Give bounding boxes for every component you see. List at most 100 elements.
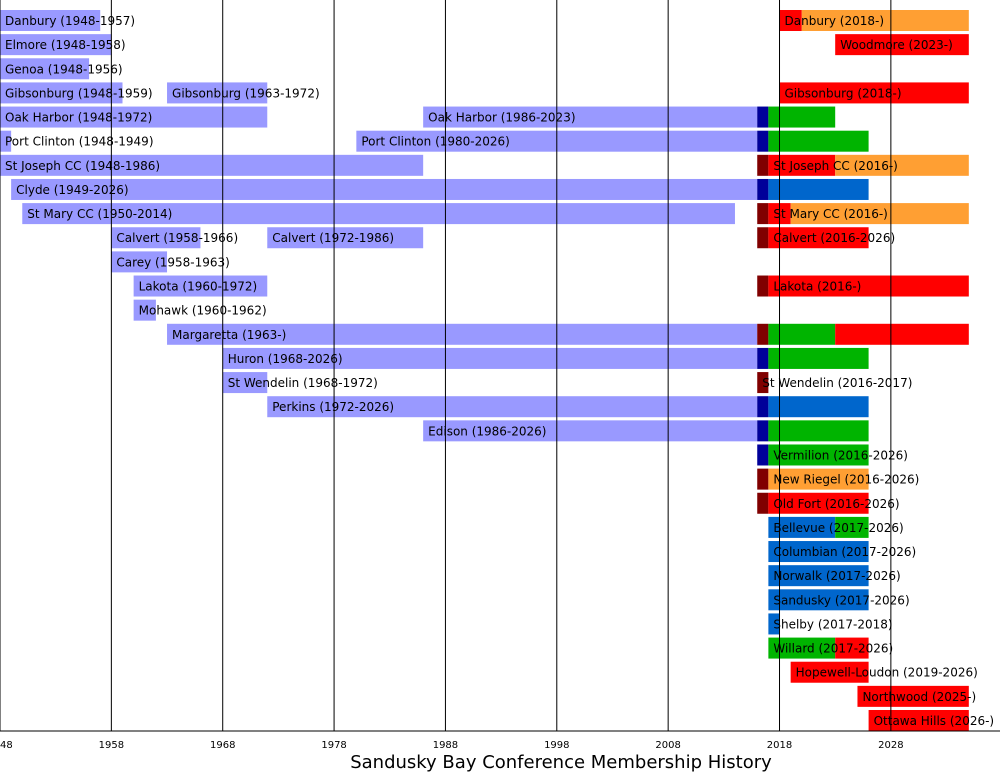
segment bbox=[757, 275, 769, 297]
segment bbox=[768, 227, 869, 249]
segment-label: Edison (1986-2026) bbox=[428, 424, 546, 438]
segment bbox=[857, 685, 969, 707]
segment bbox=[790, 661, 869, 683]
segment-label: Carey (1958-1963) bbox=[116, 255, 229, 269]
segment-label: Danbury (2018-) bbox=[785, 14, 885, 28]
segment-label: St Wendelin (2016-2017) bbox=[762, 376, 912, 390]
segment bbox=[835, 637, 869, 659]
x-tick-label: 2018 bbox=[767, 740, 792, 751]
segment bbox=[0, 58, 90, 80]
segment-label: New Riegel (2016-2026) bbox=[773, 473, 919, 487]
segment bbox=[835, 516, 869, 538]
segment bbox=[222, 347, 758, 369]
segment bbox=[768, 178, 869, 200]
segment bbox=[0, 130, 12, 152]
segment bbox=[768, 275, 969, 297]
segment bbox=[757, 420, 769, 442]
segment bbox=[757, 323, 769, 345]
x-tick-label: 1978 bbox=[321, 740, 346, 751]
x-tick-label: 1988 bbox=[433, 740, 458, 751]
segment bbox=[768, 444, 869, 466]
segment bbox=[11, 178, 758, 200]
segment bbox=[790, 203, 969, 225]
segment bbox=[768, 323, 836, 345]
segment bbox=[768, 347, 869, 369]
segment-label: Vermilion (2016-2026) bbox=[773, 448, 908, 462]
segment-label: Oak Harbor (1948-1972) bbox=[5, 111, 152, 125]
segment-label: Calvert (2016-2026) bbox=[773, 231, 895, 245]
segment bbox=[111, 251, 168, 273]
segment bbox=[768, 396, 869, 418]
segment-label: St Joseph CC (2016-) bbox=[773, 159, 898, 173]
segment bbox=[835, 323, 969, 345]
segment-label: Port Clinton (1980-2026) bbox=[361, 135, 510, 149]
x-tick-label: 1968 bbox=[210, 740, 235, 751]
segment bbox=[768, 613, 780, 635]
segment-label: Lakota (2016-) bbox=[773, 280, 861, 294]
segment bbox=[133, 299, 156, 321]
segment bbox=[768, 130, 869, 152]
segment bbox=[768, 565, 869, 587]
segment bbox=[757, 178, 769, 200]
segment-label: St Mary CC (2016-) bbox=[773, 207, 888, 221]
chart-title: Sandusky Bay Conference Membership Histo… bbox=[350, 752, 772, 773]
segment-label: Huron (1968-2026) bbox=[228, 352, 343, 366]
segment-label: St Mary CC (1950-2014) bbox=[27, 207, 172, 221]
segment-label: St Joseph CC (1948-1986) bbox=[5, 159, 160, 173]
segment bbox=[757, 130, 769, 152]
segment-label: Calvert (1972-1986) bbox=[272, 231, 394, 245]
segment bbox=[757, 372, 769, 394]
segment-label: St Wendelin (1968-1972) bbox=[228, 376, 378, 390]
segment-label: Danbury (1948-1957) bbox=[5, 14, 135, 28]
x-tick-label: 1998 bbox=[544, 740, 569, 751]
segment bbox=[801, 10, 969, 31]
bar-labels: Danbury (1948-1957) Danbury (2018-) Elmore… bbox=[5, 14, 994, 728]
segment bbox=[835, 154, 969, 176]
segment-label: Gibsonburg (1963-1972) bbox=[172, 86, 320, 100]
segment bbox=[779, 82, 969, 104]
segment bbox=[222, 372, 268, 394]
segment-label: Lakota (1960-1972) bbox=[139, 280, 258, 294]
segment bbox=[0, 154, 424, 176]
segment bbox=[0, 10, 101, 31]
segment-label: Hopewell-Loudon (2019-2026) bbox=[796, 666, 978, 680]
segment bbox=[267, 396, 758, 418]
segment bbox=[167, 323, 758, 345]
segment bbox=[267, 227, 424, 249]
segment-label: Mohawk (1960-1962) bbox=[139, 304, 267, 318]
segment-label: Northwood (2025-) bbox=[862, 690, 976, 704]
segment bbox=[0, 82, 123, 104]
segment-label: Clyde (1949-2026) bbox=[16, 183, 128, 197]
segment-label: Calvert (1958-1966) bbox=[116, 231, 238, 245]
segment bbox=[757, 227, 769, 249]
segment bbox=[768, 106, 836, 128]
segment-label: Perkins (1972-2026) bbox=[272, 400, 394, 414]
segment bbox=[835, 34, 969, 56]
segment bbox=[111, 227, 201, 249]
segment bbox=[768, 492, 869, 514]
segment-label: Gibsonburg (2018-) bbox=[785, 86, 902, 100]
segment-label: Oak Harbor (1986-2023) bbox=[428, 111, 575, 125]
segment bbox=[757, 444, 769, 466]
segment bbox=[768, 637, 836, 659]
segment bbox=[0, 106, 268, 128]
segment-label: Old Fort (2016-2026) bbox=[773, 497, 899, 511]
segment bbox=[423, 106, 758, 128]
segment bbox=[167, 82, 268, 104]
segment bbox=[768, 468, 869, 490]
segment-label: Shelby (2017-2018) bbox=[773, 617, 892, 631]
x-tick-label: 1948 bbox=[0, 740, 13, 751]
segment bbox=[868, 710, 969, 731]
segment-label: Columbian (2017-2026) bbox=[773, 545, 916, 559]
segment-label: Port Clinton (1948-1949) bbox=[5, 135, 154, 149]
segment-label: Sandusky (2017-2026) bbox=[773, 593, 909, 607]
x-tick-label: 2028 bbox=[878, 740, 903, 751]
x-tick-label: 1958 bbox=[99, 740, 124, 751]
segment-label: Margaretta (1963-) bbox=[172, 328, 286, 342]
segment-label: Bellevue (2017-2026) bbox=[773, 521, 903, 535]
segment-label: Willard (2017-2026) bbox=[773, 642, 893, 656]
segment-label: Elmore (1948-1958) bbox=[5, 38, 126, 52]
segment bbox=[768, 154, 836, 176]
